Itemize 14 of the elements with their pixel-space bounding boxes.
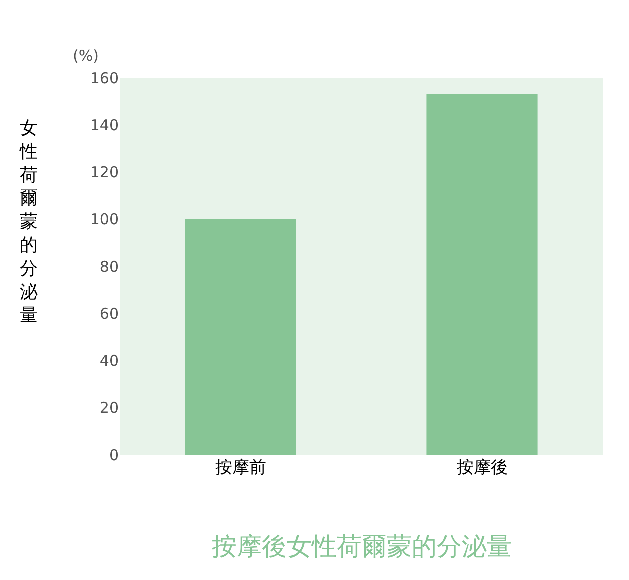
y-tick-label: 0	[109, 446, 119, 464]
y-tick-label: 160	[90, 69, 119, 88]
y-tick-label: 80	[100, 258, 119, 276]
y-tick-label: 60	[100, 304, 119, 323]
text: (%)	[73, 47, 99, 65]
y-tick-label: 20	[100, 399, 119, 418]
y-tick-label: 120	[90, 164, 119, 182]
text: 女性荷爾蒙的分泌量	[20, 118, 38, 326]
text: 按摩後女性荷爾蒙的分泌量	[212, 532, 512, 561]
y-tick-label: 140	[90, 116, 119, 134]
x-tick-label: 按摩前	[215, 458, 266, 478]
y-tick-label: 100	[90, 210, 119, 229]
y-tick-label: 40	[100, 352, 119, 370]
x-tick-label: 按摩後	[456, 458, 508, 478]
